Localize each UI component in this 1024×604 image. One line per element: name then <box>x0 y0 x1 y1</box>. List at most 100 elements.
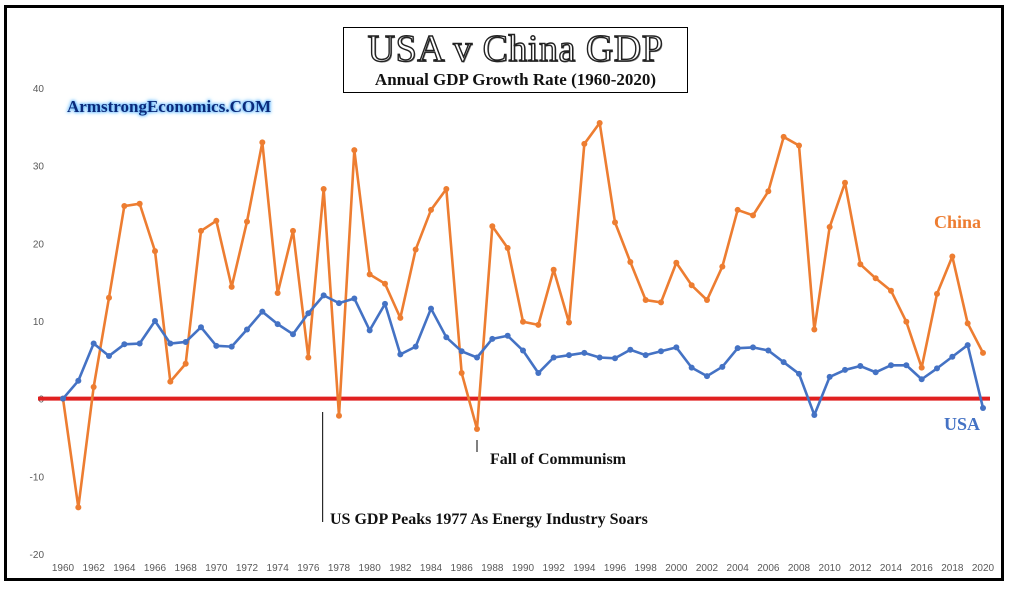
data-point-usa <box>305 310 312 317</box>
data-point-usa <box>673 344 680 351</box>
data-point-china <box>244 218 250 225</box>
data-point-china <box>673 259 680 266</box>
x-tick-label: 1990 <box>512 563 535 574</box>
data-point-usa <box>213 342 220 349</box>
y-tick-label: 20 <box>33 239 45 250</box>
data-point-china <box>336 412 342 419</box>
x-tick-label: 1988 <box>481 563 504 574</box>
data-point-china <box>458 370 465 377</box>
data-point-china <box>428 206 434 213</box>
data-point-china <box>198 227 204 234</box>
data-point-usa <box>489 335 496 342</box>
x-tick-label: 1960 <box>52 563 75 574</box>
data-point-usa <box>857 363 864 370</box>
chart-frame <box>4 5 1004 581</box>
x-tick-label: 1986 <box>451 563 474 574</box>
annotation-fall-of-communism: Fall of Communism <box>490 451 626 468</box>
x-tick-label: 1966 <box>144 563 167 574</box>
data-point-usa <box>458 348 465 355</box>
data-point-china <box>121 203 128 210</box>
x-tick-label: 1996 <box>604 563 627 574</box>
data-point-china <box>106 294 112 301</box>
y-axis: -20-10010203040 <box>30 84 45 561</box>
data-point-usa <box>719 363 726 370</box>
data-point-usa <box>826 373 833 380</box>
data-point-china <box>274 290 281 297</box>
x-tick-label: 1970 <box>205 563 228 574</box>
data-point-usa <box>90 340 97 347</box>
data-point-china <box>796 142 802 149</box>
data-point-china <box>826 224 833 231</box>
data-point-usa <box>704 373 710 380</box>
data-point-usa <box>842 366 848 373</box>
data-point-china <box>811 326 818 333</box>
data-point-usa <box>443 334 450 341</box>
data-point-china <box>581 140 588 147</box>
data-point-usa <box>60 395 66 402</box>
data-point-china <box>658 299 664 306</box>
series-layer <box>60 119 986 511</box>
data-point-china <box>964 320 971 327</box>
x-tick-label: 1992 <box>543 563 566 574</box>
data-point-usa <box>259 308 266 315</box>
data-point-china <box>305 354 312 361</box>
data-point-usa <box>780 359 787 366</box>
x-tick-label: 1998 <box>635 563 658 574</box>
data-point-usa <box>903 362 910 369</box>
data-point-usa <box>182 338 189 345</box>
data-point-china <box>474 425 480 432</box>
data-point-china <box>443 185 450 192</box>
data-point-china <box>780 133 787 140</box>
data-point-usa <box>918 376 925 383</box>
data-point-usa <box>612 355 618 362</box>
data-point-usa <box>366 327 373 334</box>
data-point-usa <box>566 352 572 359</box>
data-point-china <box>596 119 603 126</box>
data-point-china <box>857 261 864 268</box>
data-point-usa <box>474 354 480 361</box>
x-tick-label: 1980 <box>359 563 382 574</box>
data-point-china <box>612 219 618 226</box>
data-point-china <box>320 185 327 192</box>
chart-title: USA v China GDP <box>367 28 664 70</box>
data-point-china <box>642 297 649 304</box>
data-point-china <box>750 212 756 219</box>
data-point-usa <box>520 347 526 354</box>
data-point-china <box>366 271 373 278</box>
data-point-china <box>688 282 695 289</box>
x-tick-label: 1982 <box>389 563 412 574</box>
data-point-china <box>136 200 143 207</box>
data-point-usa <box>796 370 802 377</box>
x-tick-label: 2020 <box>972 563 995 574</box>
data-point-usa <box>397 351 404 358</box>
data-point-usa <box>658 348 664 355</box>
brand-watermark: ArmstrongEconomics.COM <box>67 97 272 116</box>
data-point-usa <box>550 354 557 361</box>
data-point-usa <box>167 340 174 347</box>
y-tick-label: 30 <box>33 162 45 173</box>
data-point-china <box>259 139 266 146</box>
data-point-china <box>397 314 404 321</box>
x-tick-label: 2018 <box>941 563 964 574</box>
data-point-china <box>412 246 419 253</box>
series-label-china: China <box>934 212 982 232</box>
data-point-usa <box>106 352 112 359</box>
data-point-china <box>918 364 925 371</box>
data-point-usa <box>688 364 695 371</box>
y-tick-label: 40 <box>33 84 45 95</box>
data-point-usa <box>351 295 358 302</box>
data-point-china <box>75 504 82 511</box>
x-tick-label: 2000 <box>665 563 688 574</box>
chart-subtitle: Annual GDP Growth Rate (1960-2020) <box>374 70 657 89</box>
x-tick-label: 2004 <box>727 563 750 574</box>
data-point-usa <box>596 354 603 361</box>
data-point-usa <box>121 341 128 348</box>
data-point-usa <box>198 324 204 331</box>
data-point-usa <box>888 362 894 369</box>
x-tick-label: 1968 <box>175 563 198 574</box>
data-point-usa <box>412 343 419 350</box>
data-point-usa <box>765 347 772 354</box>
data-point-usa <box>980 404 986 411</box>
x-tick-label: 1972 <box>236 563 259 574</box>
